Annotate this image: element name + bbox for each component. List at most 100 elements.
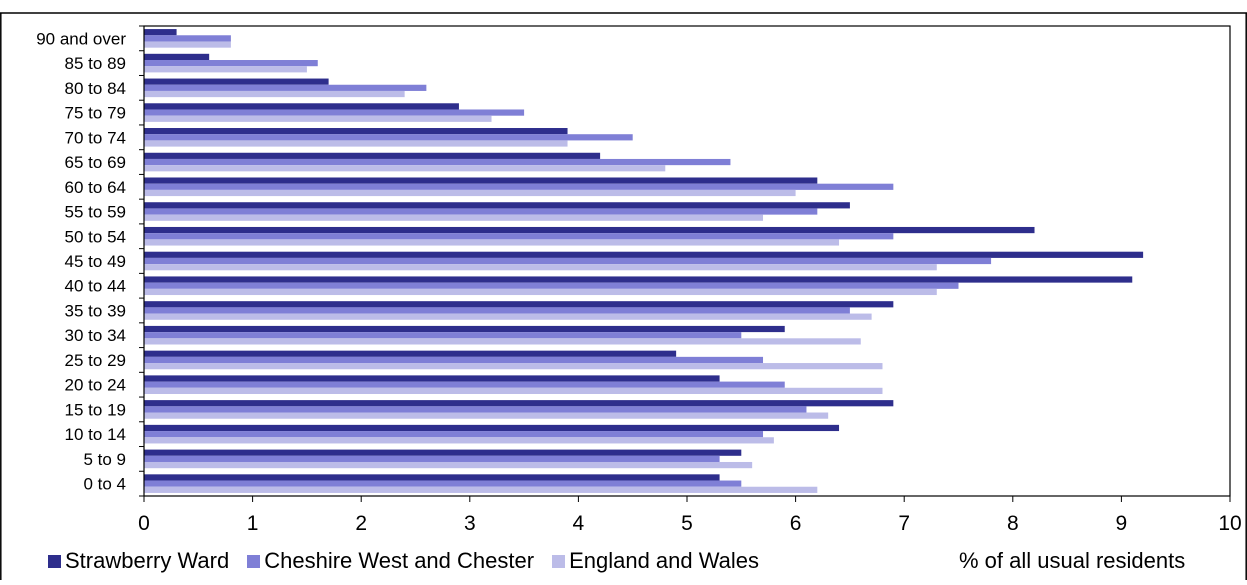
y-tick-label: 75 to 79 [65, 104, 126, 123]
bar-2-13 [144, 165, 666, 172]
y-tick-label: 0 to 4 [83, 475, 126, 494]
y-tick-label: 80 to 84 [65, 79, 126, 98]
bar-1-15 [144, 109, 525, 116]
bar-2-1 [144, 461, 753, 469]
bar-1-13 [144, 158, 731, 166]
bar-2-17 [144, 66, 307, 73]
bar-0-18 [144, 29, 177, 36]
legend-label-strawberry-ward: Strawberry Ward [65, 548, 230, 573]
bar-1-8 [144, 282, 959, 289]
bar-2-3 [144, 412, 829, 419]
bar-2-7 [144, 313, 872, 320]
x-tick-label: 5 [681, 512, 693, 535]
x-tick-label: 7 [898, 512, 910, 535]
bar-2-2 [144, 437, 774, 444]
legend-swatch-strawberry-ward [48, 554, 61, 568]
y-tick-label: 15 to 19 [65, 400, 126, 419]
x-tick-label: 2 [355, 512, 367, 535]
y-tick-label: 90 and over [36, 29, 126, 48]
bar-1-17 [144, 60, 318, 67]
bar-0-10 [144, 226, 1035, 234]
bar-2-15 [144, 115, 492, 122]
bar-0-7 [144, 301, 894, 308]
bar-1-9 [144, 257, 992, 265]
bar-2-4 [144, 387, 883, 394]
x-tick-label: 3 [464, 512, 476, 535]
y-tick-label: 30 to 34 [65, 326, 126, 345]
y-tick-label: 70 to 74 [65, 128, 126, 147]
legend-label-cheshire-west: Cheshire West and Chester [264, 548, 535, 573]
bar-1-18 [144, 35, 231, 42]
bar-1-2 [144, 431, 764, 438]
legend-label-england-wales: England and Wales [569, 548, 760, 573]
bar-0-11 [144, 202, 850, 209]
bar-1-14 [144, 134, 633, 141]
y-tick-label: 40 to 44 [65, 277, 126, 296]
bar-0-8 [144, 276, 1133, 283]
bar-1-3 [144, 406, 807, 413]
x-tick-label: 4 [573, 512, 585, 535]
bar-2-18 [144, 41, 231, 48]
bar-1-16 [144, 84, 427, 91]
x-tick-label: 10 [1218, 512, 1241, 535]
y-tick-label: 50 to 54 [65, 227, 126, 246]
bar-0-1 [144, 449, 742, 456]
bar-0-2 [144, 424, 840, 432]
bar-0-17 [144, 53, 210, 61]
bar-2-0 [144, 486, 818, 493]
y-tick-label: 65 to 69 [65, 153, 126, 172]
bar-1-6 [144, 332, 742, 339]
bar-0-16 [144, 78, 329, 85]
bar-2-9 [144, 264, 937, 271]
y-tick-label: 35 to 39 [65, 301, 126, 320]
legend-swatch-cheshire-west [247, 554, 261, 568]
legend: Strawberry Ward Cheshire West and Cheste… [48, 546, 777, 576]
bar-1-10 [144, 233, 894, 240]
legend-item-strawberry-ward: Strawberry Ward [48, 548, 229, 574]
x-tick-label: 0 [138, 512, 150, 535]
y-tick-label: 60 to 64 [65, 178, 126, 197]
bar-0-5 [144, 350, 677, 357]
bar-2-12 [144, 189, 796, 197]
bar-0-14 [144, 128, 568, 135]
legend-item-england-wales: England and Wales [552, 548, 759, 574]
bar-1-4 [144, 381, 785, 388]
y-tick-label: 45 to 49 [65, 252, 126, 271]
x-tick-label: 6 [790, 512, 802, 535]
bar-2-11 [144, 214, 764, 221]
bar-0-6 [144, 325, 785, 333]
bar-1-11 [144, 208, 818, 215]
x-tick-label: 9 [1116, 512, 1128, 535]
bar-1-0 [144, 480, 742, 487]
bar-0-15 [144, 103, 459, 110]
y-tick-label: 10 to 14 [65, 425, 126, 444]
bar-1-5 [144, 356, 764, 364]
bar-2-8 [144, 288, 937, 296]
y-tick-label: 85 to 89 [65, 54, 126, 73]
bar-0-3 [144, 400, 894, 407]
bar-1-7 [144, 307, 850, 314]
bar-1-1 [144, 455, 720, 462]
bar-0-13 [144, 152, 601, 159]
bar-0-4 [144, 375, 720, 382]
legend-swatch-england-wales [552, 554, 566, 568]
bar-0-12 [144, 177, 818, 184]
bar-2-5 [144, 363, 883, 370]
bar-2-6 [144, 338, 861, 345]
bar-2-16 [144, 90, 405, 98]
bar-2-10 [144, 239, 840, 246]
legend-item-cheshire-west: Cheshire West and Chester [247, 548, 534, 574]
y-tick-label: 5 to 9 [83, 450, 126, 469]
bar-2-14 [144, 140, 568, 147]
x-tick-label: 8 [1007, 512, 1019, 535]
bar-0-0 [144, 474, 720, 481]
bar-1-12 [144, 183, 894, 190]
x-axis-label: % of all usual residents [959, 548, 1186, 573]
y-tick-label: 25 to 29 [65, 351, 126, 370]
y-tick-label: 20 to 24 [65, 376, 126, 395]
bar-0-9 [144, 251, 1144, 258]
y-tick-label: 55 to 59 [65, 203, 126, 222]
x-tick-label: 1 [247, 512, 259, 535]
